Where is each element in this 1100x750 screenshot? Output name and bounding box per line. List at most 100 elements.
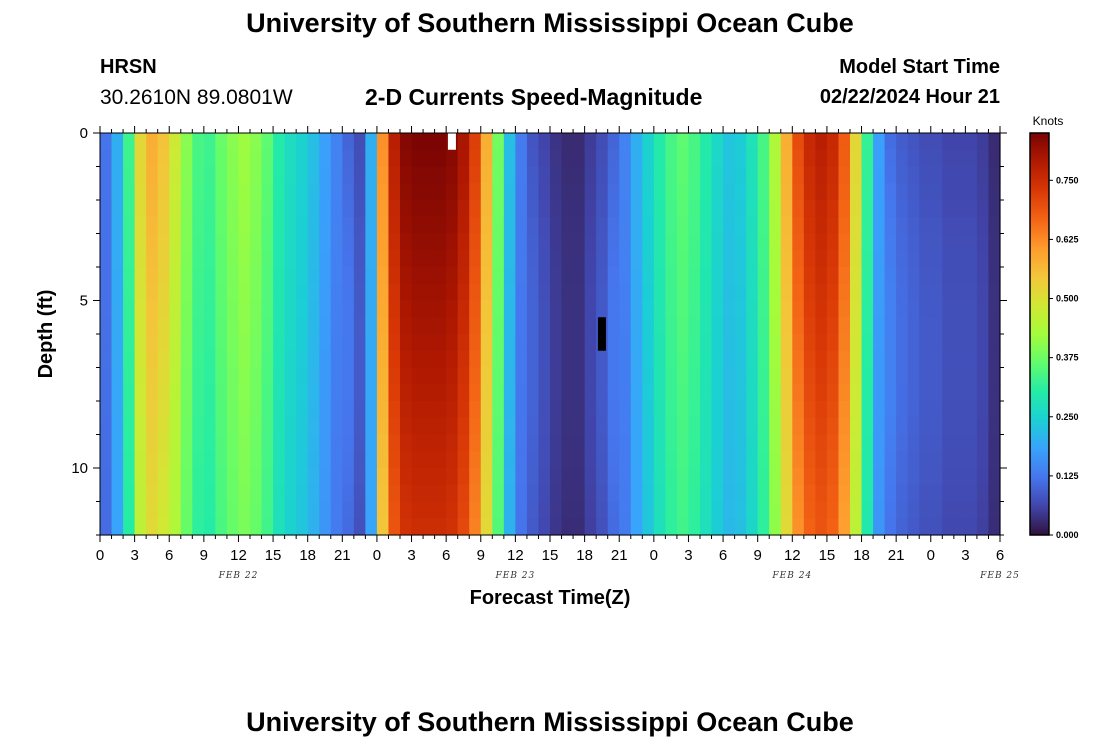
heatmap-cell	[284, 267, 297, 285]
heatmap-cell	[976, 367, 990, 385]
heatmap-cell	[953, 401, 966, 419]
heatmap-cell	[584, 501, 597, 519]
heatmap-cell	[907, 216, 920, 235]
heatmap-cell	[480, 434, 493, 452]
heatmap-cell	[665, 468, 678, 486]
heatmap-cell	[665, 484, 678, 503]
heatmap-cell	[250, 367, 263, 385]
heatmap-cell	[261, 518, 274, 536]
heatmap-cell	[388, 401, 401, 419]
heatmap-cell	[330, 434, 343, 452]
heatmap-cell	[723, 300, 736, 318]
heatmap-cell	[146, 283, 159, 302]
heatmap-cell	[700, 384, 713, 402]
heatmap-cell	[284, 200, 297, 218]
heatmap-cell	[757, 267, 770, 285]
station-name: HRSN	[100, 56, 157, 78]
heatmap-cell	[180, 267, 193, 285]
heatmap-cell	[561, 367, 574, 385]
heatmap-cell	[330, 183, 343, 201]
heatmap-cell	[803, 417, 816, 436]
heatmap-cell	[400, 267, 413, 285]
heatmap-cell	[503, 200, 516, 218]
heatmap-cell	[596, 451, 609, 469]
heatmap-cell	[896, 233, 909, 251]
heatmap-cell	[353, 334, 366, 352]
heatmap-cell	[803, 501, 816, 519]
heatmap-cell	[180, 183, 193, 201]
heatmap-cell	[123, 518, 136, 536]
heatmap-cell	[376, 200, 390, 218]
heatmap-cell	[746, 401, 759, 419]
heatmap-cell	[723, 283, 736, 302]
heatmap-cell	[100, 434, 113, 452]
heatmap-cell	[965, 133, 978, 151]
heatmap-cell	[584, 200, 597, 218]
heatmap-cell	[919, 149, 932, 168]
heatmap-cell	[503, 166, 516, 184]
heatmap-cell	[353, 417, 366, 436]
heatmap-cell	[411, 367, 424, 385]
heatmap-cell	[411, 200, 424, 218]
heatmap-cell	[273, 451, 286, 469]
heatmap-cell	[157, 384, 170, 402]
heatmap-cell	[642, 518, 655, 536]
heatmap-cell	[573, 133, 586, 151]
heatmap-cell	[919, 283, 932, 302]
heatmap-cell	[838, 451, 851, 469]
heatmap-cell	[469, 367, 482, 385]
heatmap-cell	[653, 417, 666, 436]
heatmap-cell	[826, 133, 840, 151]
heatmap-cell	[446, 484, 459, 503]
heatmap-cell	[930, 200, 943, 218]
x-tick-label: 18	[853, 547, 870, 564]
heatmap-cell	[238, 401, 251, 419]
heatmap-cell	[284, 350, 297, 369]
heatmap-cell	[157, 518, 170, 536]
heatmap-cell	[203, 518, 216, 536]
heatmap-cell	[815, 166, 828, 184]
heatmap-cell	[376, 216, 390, 235]
heatmap-cell	[826, 501, 840, 519]
heatmap-cell	[907, 451, 920, 469]
heatmap-cell	[146, 417, 159, 436]
heatmap-cell	[976, 468, 990, 486]
heatmap-cell	[353, 367, 366, 385]
heatmap-cell	[169, 384, 182, 402]
heatmap-cell	[561, 183, 574, 201]
heatmap-cell	[411, 451, 424, 469]
heatmap-cell	[180, 250, 193, 268]
heatmap-cell	[250, 434, 263, 452]
heatmap-cell	[157, 149, 170, 168]
heatmap-cell	[284, 183, 297, 201]
heatmap-cell	[584, 267, 597, 285]
heatmap-cell	[169, 417, 182, 436]
heatmap-cell	[446, 267, 459, 285]
heatmap-cell	[526, 401, 540, 419]
heatmap-cell	[561, 384, 574, 402]
colorbar-tick-label: 0.500	[1056, 294, 1079, 304]
page-title: University of Southern Mississippi Ocean…	[246, 8, 854, 38]
x-tick-label: 0	[650, 547, 658, 564]
heatmap-cell	[769, 484, 782, 503]
heatmap-cell	[873, 468, 886, 486]
heatmap-cell	[134, 216, 147, 235]
heatmap-cell	[250, 484, 263, 503]
heatmap-cell	[550, 233, 563, 251]
heatmap-cell	[503, 417, 516, 436]
heatmap-cell	[307, 183, 320, 201]
heatmap-cell	[446, 283, 459, 302]
heatmap-cell	[630, 401, 643, 419]
heatmap-cell	[526, 468, 540, 486]
heatmap-cell	[965, 149, 978, 168]
heatmap-cell	[930, 149, 943, 168]
heatmap-cell	[700, 367, 713, 385]
heatmap-cell	[319, 233, 332, 251]
heatmap-cell	[573, 317, 586, 335]
heatmap-cell	[873, 417, 886, 436]
heatmap-cell	[826, 283, 840, 302]
heatmap-cell	[953, 451, 966, 469]
heatmap-cell	[711, 451, 724, 469]
heatmap-cell	[503, 216, 516, 235]
